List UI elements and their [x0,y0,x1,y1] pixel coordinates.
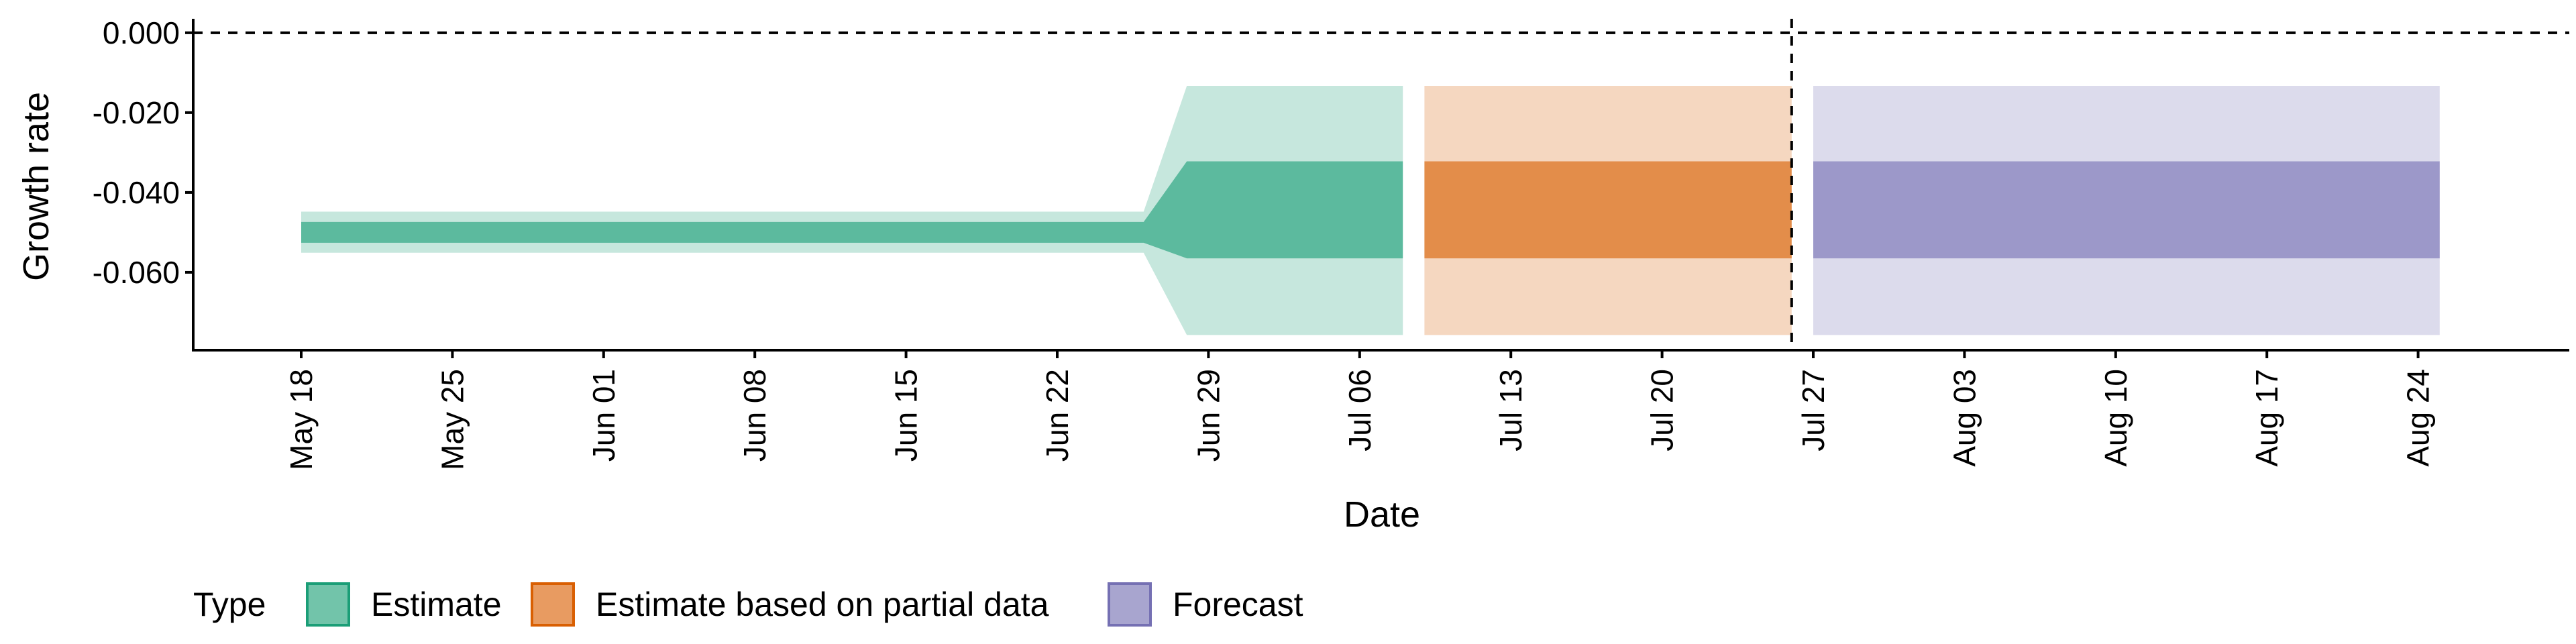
legend-label-partial: Estimate based on partial data [596,586,1049,623]
x-tick-label: Jun 01 [586,369,621,462]
y-tick-label: 0.000 [103,15,180,50]
ribbon-50-estimate-based-on-partial-data [1424,161,1792,259]
legend-key-forecast [1108,582,1152,627]
x-tick-label: Aug 10 [2098,369,2133,467]
x-tick-label: Jul 27 [1796,369,1831,451]
legend-key-estimate [306,582,350,627]
x-tick-label: Jun 29 [1191,369,1226,462]
x-tick-label: Jun 22 [1040,369,1075,462]
x-tick-label: May 25 [435,369,470,470]
x-tick-label: Jul 06 [1342,369,1377,451]
x-tick-label: Jun 15 [889,369,924,462]
y-ticks: 0.000 -0.020 -0.040 -0.060 [93,15,193,290]
reference-lines [193,19,2569,350]
y-tick-label: -0.040 [93,175,180,210]
legend-label-forecast: Forecast [1173,586,1303,623]
legend-label-estimate: Estimate [371,586,502,623]
y-tick-label: -0.060 [93,255,180,290]
x-tick-label: Jun 08 [737,369,772,462]
axes [192,19,2569,352]
y-tick-label: -0.020 [93,95,180,130]
x-tick-label: Jul 20 [1645,369,1680,451]
ribbon-50-estimate [301,161,1403,259]
x-axis-title: Date [1344,494,1420,535]
x-tick-label: Aug 24 [2401,369,2436,467]
x-tick-label: Aug 17 [2249,369,2284,467]
legend-key-partial [531,582,575,627]
x-tick-label: Jul 13 [1493,369,1528,451]
ribbon-layer [301,86,2440,335]
x-ticks: May 18 May 25 Jun 01 Jun 08 Jun 15 Jun 22 Jun … [284,350,2436,470]
ribbon-50-forecast [1813,161,2440,259]
legend-title: Type [193,586,266,623]
legend: Type Estimate Estimate based on partial … [193,582,1303,627]
x-tick-label: Aug 03 [1947,369,1982,467]
x-tick-label: May 18 [284,369,319,470]
y-axis-title: Growth rate [16,92,56,281]
